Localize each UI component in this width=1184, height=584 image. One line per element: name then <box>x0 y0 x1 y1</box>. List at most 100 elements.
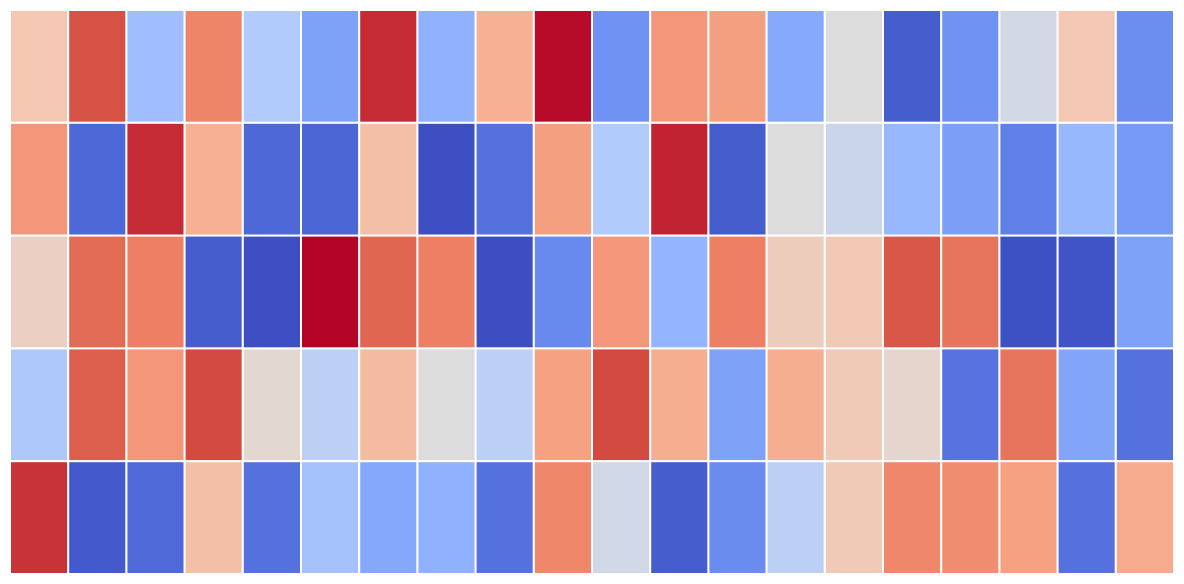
heatmap-cell <box>9 234 70 350</box>
heatmap-cell <box>882 460 943 576</box>
heatmap-cell <box>9 460 70 576</box>
heatmap-cell <box>125 347 186 463</box>
heatmap-cell <box>940 460 1001 576</box>
heatmap-cell <box>9 9 70 124</box>
heatmap-cell <box>998 460 1059 576</box>
heatmap-cell <box>300 121 361 237</box>
heatmap-cell <box>183 9 244 124</box>
heatmap-cell <box>591 460 652 576</box>
heatmap-cell <box>707 234 768 350</box>
heatmap-cell <box>241 121 303 237</box>
heatmap-cell <box>532 347 593 463</box>
heatmap-cell <box>300 9 361 124</box>
heatmap-cell <box>998 9 1059 124</box>
heatmap-cell <box>67 460 128 576</box>
heatmap-cell <box>998 234 1059 350</box>
heatmap-cell <box>882 347 943 463</box>
heatmap-cell <box>183 347 244 463</box>
heatmap-cell <box>532 460 593 576</box>
heatmap-cell <box>765 9 826 124</box>
heatmap-cell <box>183 121 244 237</box>
heatmap-cell <box>649 347 710 463</box>
heatmap-cell <box>765 121 826 237</box>
heatmap-cell <box>649 121 710 237</box>
heatmap-cell <box>241 234 303 350</box>
heatmap-cell <box>241 460 303 576</box>
heatmap-cell <box>998 347 1059 463</box>
heatmap-cell <box>67 9 128 124</box>
heatmap-cell <box>940 9 1001 124</box>
heatmap-cell <box>358 347 419 463</box>
heatmap-cell <box>823 460 884 576</box>
heatmap-cell <box>125 121 186 237</box>
heatmap-cell <box>707 460 768 576</box>
heatmap-cell <box>649 234 710 350</box>
heatmap-cell <box>474 460 535 576</box>
heatmap-cell <box>474 347 535 463</box>
heatmap-cell <box>532 121 593 237</box>
heatmap-cell <box>591 234 652 350</box>
heatmap-cell <box>1056 121 1117 237</box>
heatmap-cell <box>1056 347 1117 463</box>
heatmap-cell <box>416 121 477 237</box>
heatmap-cell <box>649 9 710 124</box>
heatmap-cell <box>358 9 419 124</box>
heatmap-cell <box>300 234 361 350</box>
heatmap-cell <box>532 9 593 124</box>
heatmap-cell <box>416 9 477 124</box>
heatmap-cell <box>940 347 1001 463</box>
heatmap-cell <box>882 9 943 124</box>
heatmap-cell <box>765 347 826 463</box>
heatmap-cell <box>591 9 652 124</box>
heatmap-cell <box>183 460 244 576</box>
heatmap-cell <box>1114 234 1176 350</box>
heatmap-cell <box>9 347 70 463</box>
heatmap-cell <box>765 460 826 576</box>
heatmap-cell <box>241 9 303 124</box>
heatmap-cell <box>67 347 128 463</box>
heatmap-cell <box>474 121 535 237</box>
heatmap-cell <box>649 460 710 576</box>
heatmap-cell <box>940 234 1001 350</box>
heatmap-cell <box>591 347 652 463</box>
heatmap-cell <box>823 9 884 124</box>
heatmap-cell <box>940 121 1001 237</box>
heatmap-cell <box>823 347 884 463</box>
heatmap-cell <box>9 121 70 237</box>
heatmap-cell <box>707 121 768 237</box>
heatmap-cell <box>882 234 943 350</box>
heatmap-cell <box>67 234 128 350</box>
heatmap-cell <box>300 460 361 576</box>
heatmap-cell <box>1114 347 1176 463</box>
heatmap-cell <box>474 234 535 350</box>
heatmap-cell <box>1114 121 1176 237</box>
heatmap-cell <box>183 234 244 350</box>
heatmap-cell <box>416 347 477 463</box>
heatmap-cell <box>1056 234 1117 350</box>
heatmap-cell <box>532 234 593 350</box>
heatmap-cell <box>125 9 186 124</box>
heatmap-cell <box>358 234 419 350</box>
heatmap-cell <box>882 121 943 237</box>
heatmap-cell <box>1114 460 1176 576</box>
heatmap-cell <box>416 460 477 576</box>
heatmap-cell <box>1056 460 1117 576</box>
heatmap-cell <box>125 234 186 350</box>
heatmap-cell <box>241 347 303 463</box>
heatmap-cell <box>823 121 884 237</box>
heatmap-cell <box>67 121 128 237</box>
heatmap-cell <box>765 234 826 350</box>
heatmap-cell <box>823 234 884 350</box>
heatmap-cell <box>125 460 186 576</box>
heatmap-cell <box>707 9 768 124</box>
heatmap-cell <box>474 9 535 124</box>
heatmap-cell <box>1114 9 1176 124</box>
heatmap-cell <box>358 121 419 237</box>
heatmap-cell <box>416 234 477 350</box>
heatmap-cell <box>358 460 419 576</box>
heatmap-cell <box>1056 9 1117 124</box>
heatmap-cell <box>998 121 1059 237</box>
heatmap-cell <box>591 121 652 237</box>
